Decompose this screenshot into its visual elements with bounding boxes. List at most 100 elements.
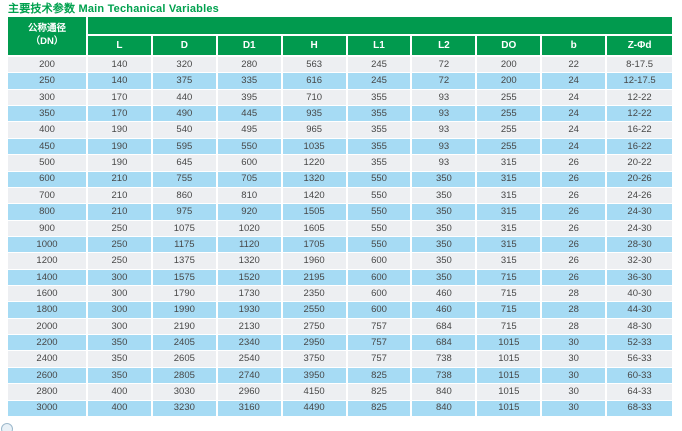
value-cell: 300 [88, 302, 153, 319]
value-cell: 1605 [282, 220, 348, 237]
value-cell: 350 [88, 351, 153, 368]
table-row: 200 140 320 280 563 245 72 200 22 8-17.5 [8, 57, 673, 74]
value-cell: 170 [88, 106, 153, 123]
table-row: 250 140 375 335 616 245 72 200 24 12-17.5 [8, 73, 673, 90]
value-cell: 935 [282, 106, 348, 123]
value-cell: 3030 [152, 384, 218, 401]
value-cell: 250 [88, 220, 153, 237]
value-cell: 36-30 [607, 269, 673, 287]
table-row: 2600 350 2805 2740 3950 825 738 1015 30 60-33 [8, 367, 673, 385]
dn-cell: 300 [8, 89, 88, 107]
value-cell: 738 [412, 351, 478, 368]
dn-cell: 800 [8, 204, 88, 221]
table-row: 2400 350 2605 2540 3750 757 738 1015 30 56-33 [8, 351, 673, 368]
value-cell: 1930 [217, 302, 283, 319]
value-cell: 30 [542, 335, 608, 352]
value-cell: 1790 [152, 286, 218, 303]
value-cell: 350 [88, 367, 153, 385]
technical-variables-table: 公称通径 （DN） L D D1 H L1 L2 DO b Z-Φd 200 140 320 280 5… [8, 17, 673, 417]
value-cell: 355 [347, 106, 413, 123]
table-row: 700 210 860 810 1420 550 350 315 26 24-26 [8, 187, 673, 205]
value-cell: 255 [477, 122, 543, 139]
value-cell: 4490 [282, 400, 348, 417]
value-cell: 1120 [217, 236, 283, 254]
value-cell: 255 [477, 138, 543, 156]
dn-cell: 450 [8, 138, 88, 156]
column-header-z-d: Z-Φd [607, 36, 673, 57]
table-row: 450 190 595 550 1035 355 93 255 24 16-22 [8, 138, 673, 156]
value-cell: 2740 [217, 367, 283, 385]
value-cell: 600 [347, 302, 413, 319]
value-cell: 810 [217, 187, 283, 205]
value-cell: 24 [542, 122, 608, 139]
value-cell: 400 [88, 384, 153, 401]
value-cell: 1175 [152, 236, 218, 254]
dn-cell: 600 [8, 171, 88, 188]
value-cell: 26 [542, 204, 608, 221]
table-row: 2000 300 2190 2130 2750 757 684 715 28 48-30 [8, 318, 673, 336]
value-cell: 68-33 [607, 400, 673, 417]
value-cell: 2350 [282, 286, 348, 303]
dn-cell: 1200 [8, 253, 88, 270]
table-row: 400 190 540 495 965 355 93 255 24 16-22 [8, 122, 673, 139]
value-cell: 315 [477, 187, 543, 205]
dn-cell: 350 [8, 106, 88, 123]
table-row: 600 210 755 705 1320 550 350 315 26 20-26 [8, 171, 673, 188]
value-cell: 93 [412, 138, 478, 156]
value-cell: 1035 [282, 138, 348, 156]
value-cell: 350 [412, 269, 478, 287]
dn-header-line2: （DN） [30, 36, 64, 47]
value-cell: 1575 [152, 269, 218, 287]
value-cell: 825 [347, 367, 413, 385]
value-cell: 255 [477, 106, 543, 123]
value-cell: 2805 [152, 367, 218, 385]
table-body: 200 140 320 280 563 245 72 200 22 8-17.5 250 140 375… [8, 57, 673, 417]
value-cell: 190 [88, 138, 153, 156]
value-cell: 200 [477, 73, 543, 90]
value-cell: 1015 [477, 335, 543, 352]
value-cell: 920 [217, 204, 283, 221]
value-cell: 490 [152, 106, 218, 123]
value-cell: 52-33 [607, 335, 673, 352]
value-cell: 1505 [282, 204, 348, 221]
value-cell: 140 [88, 57, 153, 74]
column-header-l1: L1 [347, 36, 413, 57]
value-cell: 1320 [217, 253, 283, 270]
value-cell: 26 [542, 269, 608, 287]
value-cell: 825 [347, 400, 413, 417]
value-cell: 315 [477, 220, 543, 237]
dn-cell: 1400 [8, 269, 88, 287]
value-cell: 355 [347, 89, 413, 107]
value-cell: 335 [217, 73, 283, 90]
value-cell: 715 [477, 318, 543, 336]
value-cell: 26 [542, 236, 608, 254]
column-header-d: D [152, 36, 218, 57]
value-cell: 540 [152, 122, 218, 139]
value-cell: 200 [477, 57, 543, 74]
value-cell: 1960 [282, 253, 348, 270]
table-row: 500 190 645 600 1220 355 93 315 26 20-22 [8, 155, 673, 172]
value-cell: 600 [217, 155, 283, 172]
value-cell: 190 [88, 155, 153, 172]
value-cell: 24 [542, 89, 608, 107]
value-cell: 563 [282, 57, 348, 74]
value-cell: 30 [542, 384, 608, 401]
value-cell: 616 [282, 73, 348, 90]
value-cell: 2190 [152, 318, 218, 336]
value-cell: 210 [88, 204, 153, 221]
value-cell: 755 [152, 171, 218, 188]
value-cell: 1320 [282, 171, 348, 188]
value-cell: 550 [347, 187, 413, 205]
dn-cell: 400 [8, 122, 88, 139]
value-cell: 350 [412, 171, 478, 188]
dn-cell: 1600 [8, 286, 88, 303]
value-cell: 350 [412, 187, 478, 205]
value-cell: 315 [477, 155, 543, 172]
value-cell: 1020 [217, 220, 283, 237]
value-cell: 280 [217, 57, 283, 74]
table-row: 800 210 975 920 1505 550 350 315 26 24-30 [8, 204, 673, 221]
value-cell: 8-17.5 [607, 57, 673, 74]
table-row: 3000 400 3230 3160 4490 825 840 1015 30 68-33 [8, 400, 673, 417]
value-cell: 28 [542, 318, 608, 336]
table-row: 1600 300 1790 1730 2350 600 460 715 28 40-30 [8, 286, 673, 303]
